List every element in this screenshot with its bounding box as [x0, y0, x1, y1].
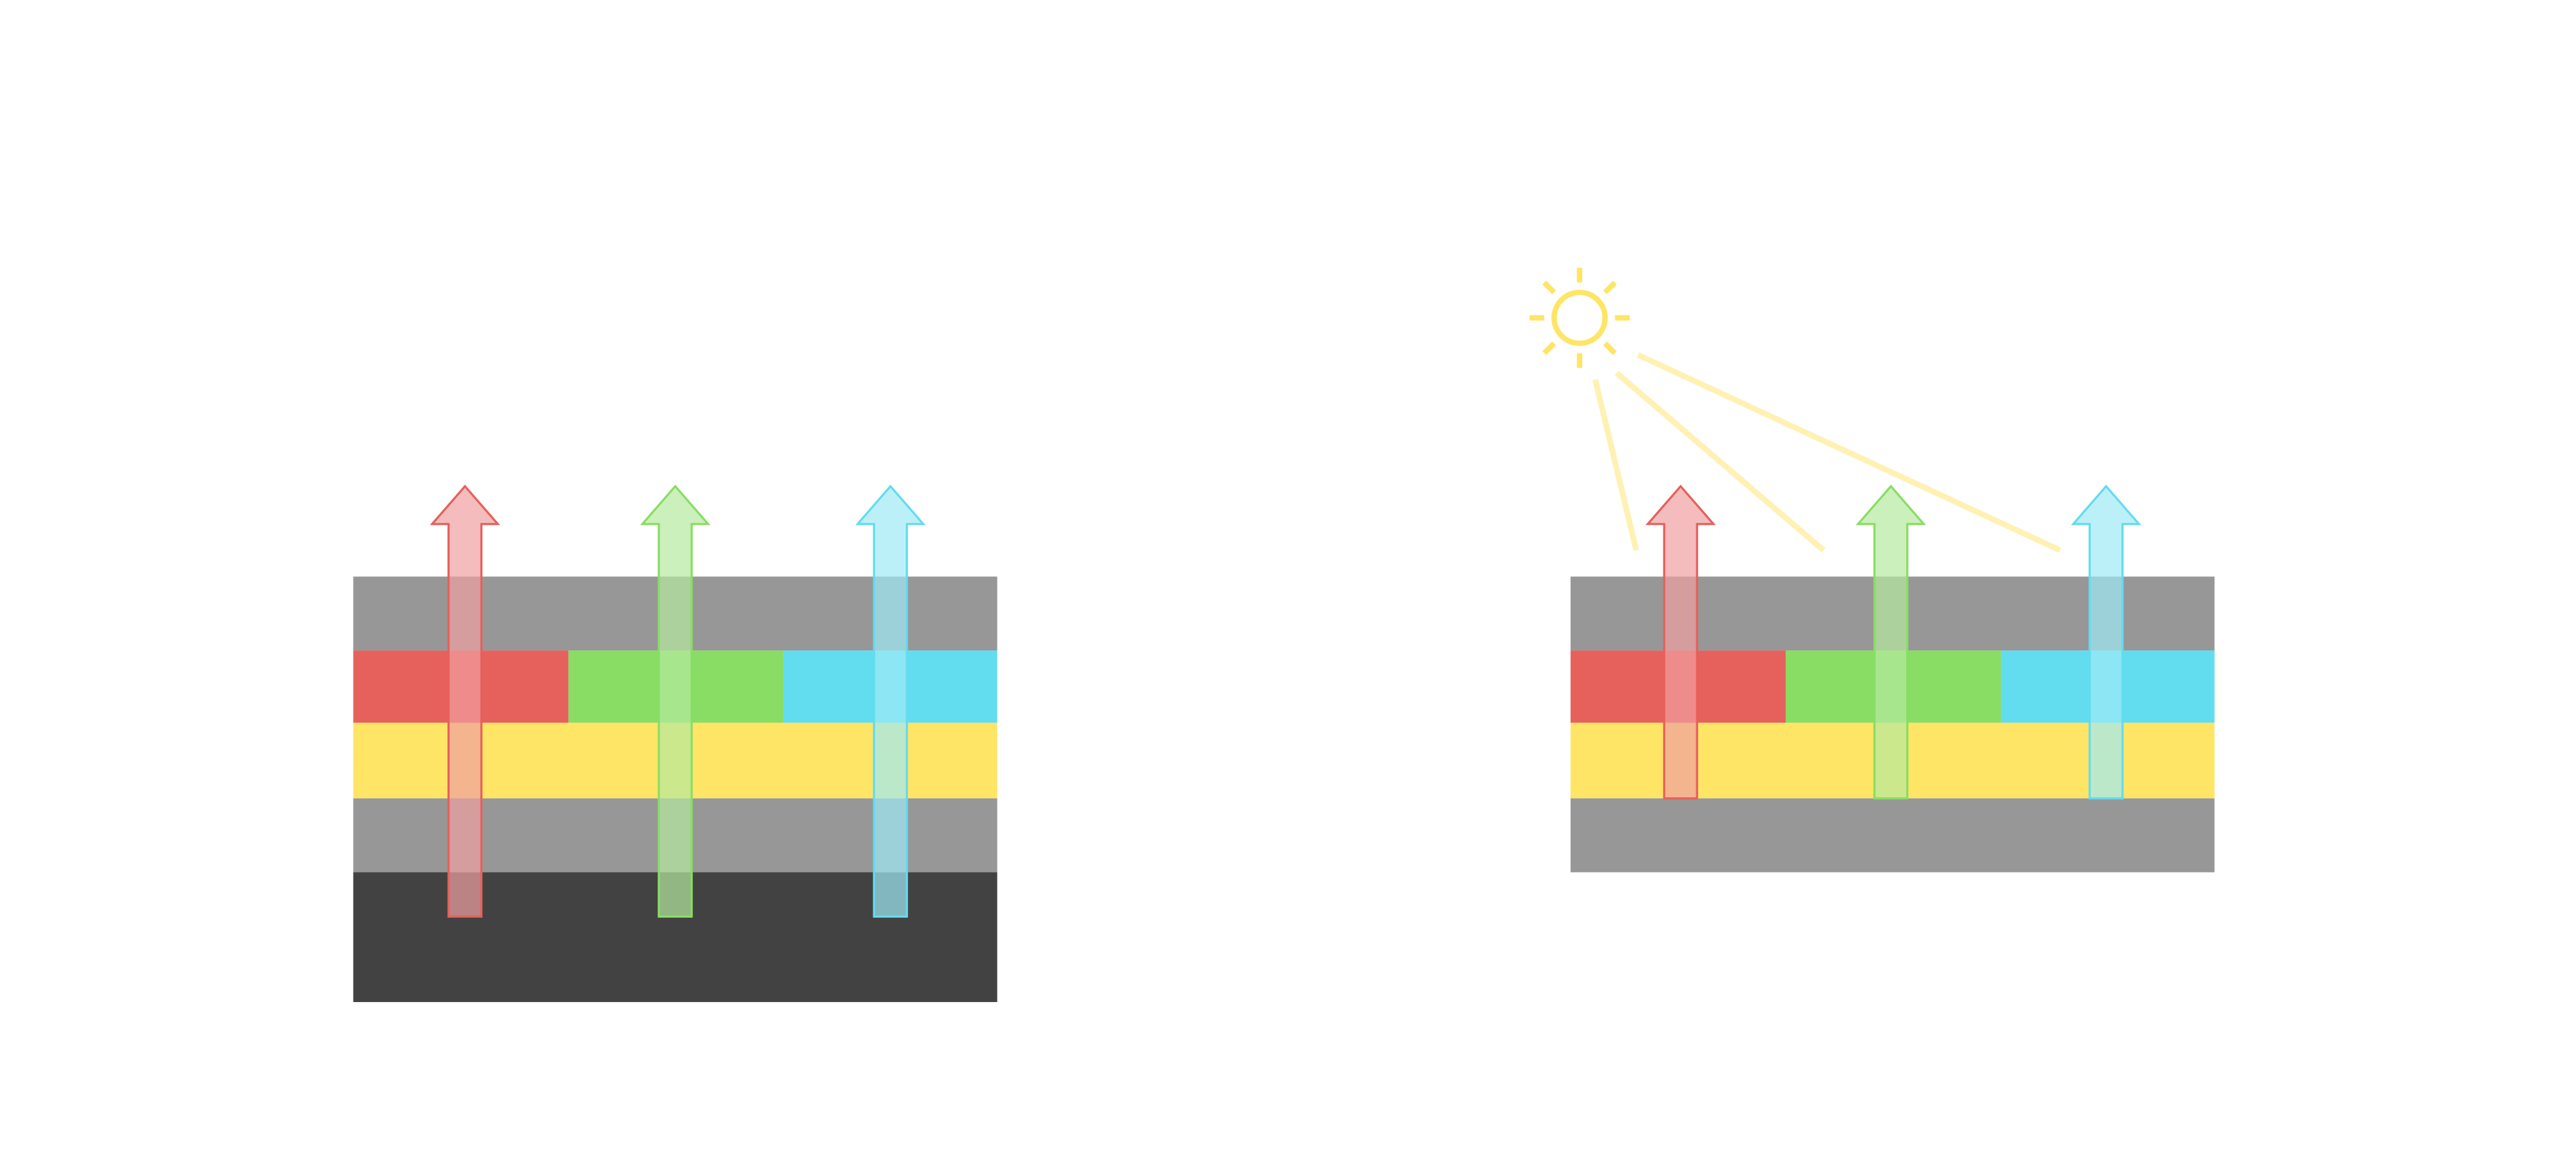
bottom-gray-layer [1570, 798, 2215, 873]
red-light-arrow [430, 484, 500, 918]
sun-ray [1636, 352, 2061, 553]
sun-icon [1529, 267, 1630, 368]
green-light-arrow [1855, 484, 1926, 800]
cyan-light-arrow [2070, 484, 2141, 800]
green-light-arrow [639, 484, 711, 918]
red-light-arrow [1645, 484, 1716, 800]
sun-ray [1615, 370, 1826, 553]
sun-rays [1592, 352, 2061, 553]
cyan-light-arrow [855, 484, 926, 918]
sun-ray [1592, 379, 1640, 551]
light-arrows [430, 484, 2141, 918]
